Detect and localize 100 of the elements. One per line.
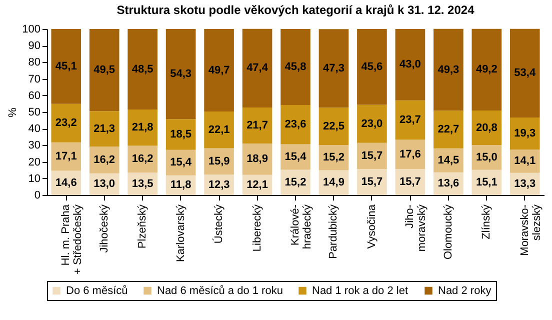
data-label: 12,1 <box>246 178 268 191</box>
data-label: 14,5 <box>438 154 460 166</box>
data-label: 15,7 <box>361 150 383 162</box>
y-tick-label: 90 <box>28 40 40 52</box>
data-label: 19,3 <box>514 127 536 140</box>
bar <box>510 117 540 150</box>
data-label: 47,4 <box>246 62 269 74</box>
y-tick-label: 30 <box>28 140 40 152</box>
bar <box>434 110 464 148</box>
data-label: 15,1 <box>476 176 498 188</box>
data-label: 22,5 <box>323 120 344 132</box>
bar <box>89 29 120 112</box>
y-tick-label: 10 <box>28 172 40 185</box>
x-tick-label: Plzeňský <box>136 204 149 249</box>
data-label: 23,2 <box>55 117 77 130</box>
data-label: 21,3 <box>94 122 116 135</box>
bar <box>242 28 272 108</box>
bar <box>89 111 120 147</box>
data-label: 49,3 <box>438 64 460 76</box>
y-tick-label: 50 <box>28 106 40 118</box>
bar <box>51 104 82 142</box>
x-tick-label: Hl. m. Praha + Středočeský <box>60 204 84 275</box>
legend-label: Nad 6 měsíců a do 1 roku <box>157 284 283 297</box>
data-label: 15,2 <box>284 176 306 188</box>
legend-label: Nad 1 rok a do 2 let <box>312 284 408 297</box>
data-label: 45,8 <box>284 61 306 74</box>
data-label: 15,7 <box>361 176 383 188</box>
y-tick-label: 0 <box>34 190 40 202</box>
x-tick-label: Jiho- moravský <box>404 204 428 252</box>
data-label: 23,7 <box>399 114 421 126</box>
bar <box>51 29 82 104</box>
bar <box>51 142 82 171</box>
chart-title: Struktura skotu podle věkových kategorií a krajů k 31. 12. 2024 <box>116 3 475 17</box>
data-label: 11,8 <box>170 179 192 192</box>
x-tick-label: Zlínský <box>480 204 493 240</box>
data-label: 48,5 <box>132 63 154 76</box>
data-label: 13,6 <box>438 178 460 190</box>
x-tick-label: Vysočina <box>366 204 378 249</box>
bar <box>166 29 196 120</box>
y-tick-label: 40 <box>28 123 40 136</box>
x-tick-label: Pardubický <box>328 204 340 259</box>
x-tick-label: Jihočeský <box>98 204 110 253</box>
data-label: 21,8 <box>132 122 154 134</box>
data-label: 21,7 <box>246 120 268 132</box>
y-tick-label: 70 <box>28 73 40 86</box>
x-tick-label: Ústecký <box>212 204 226 244</box>
data-label: 13,5 <box>132 178 154 190</box>
data-label: 43,0 <box>399 58 421 71</box>
data-label: 49,7 <box>208 64 230 76</box>
y-tick-label: 80 <box>28 56 40 69</box>
data-label: 13,3 <box>514 178 536 190</box>
data-label: 14,6 <box>55 176 77 189</box>
data-label: 14,1 <box>514 155 536 168</box>
y-tick-label: 60 <box>28 90 40 102</box>
data-label: 15,0 <box>476 151 498 164</box>
data-label: 23,0 <box>361 118 383 130</box>
data-label: 22,1 <box>208 124 230 136</box>
x-tick-label: Karlovarský <box>174 204 187 262</box>
bar <box>510 28 540 118</box>
data-label: 15,4 <box>284 150 308 163</box>
bar <box>128 110 158 146</box>
data-label: 13,0 <box>94 178 116 190</box>
bar <box>318 108 349 146</box>
data-label: 17,1 <box>55 150 77 163</box>
y-tick-label: 20 <box>28 156 40 168</box>
data-label: 17,6 <box>399 148 421 160</box>
bar <box>280 105 310 144</box>
bar <box>395 100 426 140</box>
bar <box>128 29 158 110</box>
data-label: 45,6 <box>361 60 383 73</box>
data-label: 54,3 <box>170 68 192 80</box>
data-label: 22,7 <box>438 124 460 136</box>
data-label: 49,2 <box>476 64 498 76</box>
data-label: 18,9 <box>246 153 268 166</box>
bar <box>280 29 310 106</box>
bar <box>280 144 310 170</box>
data-label: 15,7 <box>399 176 421 188</box>
x-tick-label: Olomoucký <box>442 204 454 260</box>
x-tick-label: Králové- hradecký <box>290 204 314 250</box>
data-label: 47,3 <box>323 62 344 74</box>
y-axis-title: % <box>7 107 20 118</box>
bar <box>472 110 502 146</box>
data-label: 16,2 <box>132 153 154 166</box>
bar <box>357 29 387 105</box>
bar <box>395 29 426 100</box>
data-label: 49,5 <box>94 64 116 76</box>
data-label: 15,4 <box>170 156 192 169</box>
legend-label: Do 6 měsíců <box>66 284 128 297</box>
data-label: 16,2 <box>94 154 116 166</box>
legend-label: Nad 2 roky <box>438 284 492 297</box>
data-label: 53,4 <box>514 67 536 80</box>
data-label: 18,5 <box>170 128 192 140</box>
data-label: 20,8 <box>476 122 498 134</box>
bar <box>472 28 502 111</box>
data-label: 23,6 <box>284 118 306 131</box>
bar <box>204 112 234 148</box>
x-tick-label: Liberecký <box>251 204 264 252</box>
bar <box>318 29 349 108</box>
data-label: 15,2 <box>323 152 344 164</box>
x-tick-label: Moravsko- slezský <box>518 204 543 256</box>
